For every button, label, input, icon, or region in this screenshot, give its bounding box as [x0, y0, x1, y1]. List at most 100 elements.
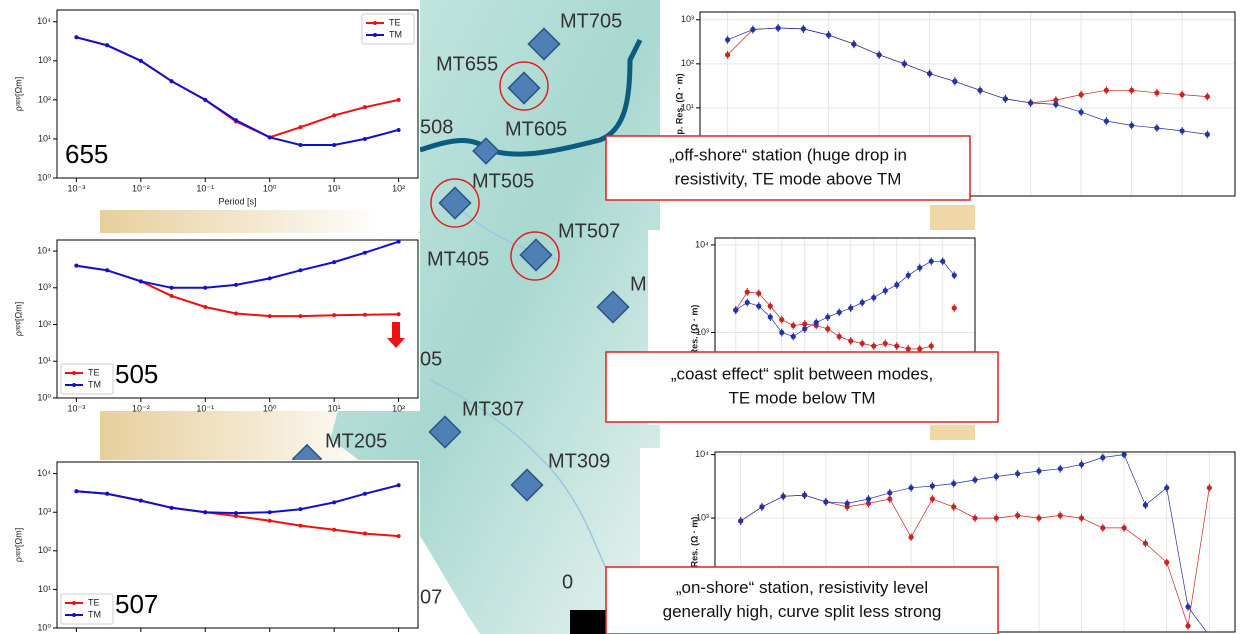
data-point — [951, 481, 956, 486]
station-label: MT307 — [462, 398, 524, 420]
data-point — [1079, 462, 1084, 467]
data-point — [972, 515, 977, 520]
data-point — [802, 493, 807, 498]
data-point — [363, 105, 367, 109]
y-tick-label: 10⁴ — [695, 449, 709, 459]
data-point — [74, 489, 78, 493]
data-point — [1164, 485, 1169, 490]
slide: MT705 MT655 MT605 MT505 MT507 MT405 MT30… — [0, 0, 1240, 634]
data-point — [756, 304, 761, 309]
data-point — [871, 295, 876, 300]
data-point — [363, 313, 367, 317]
data-point — [908, 535, 913, 540]
x-tick-label: 10⁻² — [132, 403, 150, 413]
data-point — [397, 483, 401, 487]
legend-swatch — [373, 33, 377, 37]
scale-bar — [570, 610, 610, 634]
data-point — [877, 52, 882, 57]
data-point — [940, 259, 945, 264]
y-tick-label: 10² — [681, 58, 694, 68]
data-point — [170, 79, 174, 83]
station-label: 508 — [420, 116, 453, 138]
y-tick-label: 10³ — [38, 507, 51, 517]
station-label: MT405 — [427, 248, 489, 270]
data-point — [866, 496, 871, 501]
y-tick-label: 10¹ — [38, 584, 51, 594]
data-point — [1185, 604, 1190, 609]
data-point — [825, 314, 830, 319]
y-tick-label: 10² — [38, 94, 51, 104]
data-point — [1154, 90, 1159, 95]
data-point — [1036, 515, 1041, 520]
data-point — [887, 490, 892, 495]
data-point — [139, 499, 143, 503]
data-point — [1104, 88, 1109, 93]
x-axis-label: Period [s] — [218, 196, 256, 206]
data-point — [883, 341, 888, 346]
chart: 10⁰10¹10²10³10⁴10⁻³10⁻²10⁻¹10⁰10¹10²ρᵃᵖᵖ… — [0, 460, 420, 634]
x-tick-label: 10⁻¹ — [196, 183, 214, 193]
data-point — [363, 532, 367, 536]
y-tick-label: 10⁴ — [37, 245, 51, 255]
data-point — [1164, 560, 1169, 565]
y-axis-label: Res. (Ω · m) — [689, 517, 699, 568]
x-tick-label: 10⁻³ — [68, 403, 86, 413]
data-point — [779, 317, 784, 322]
y-tick-label: 10⁴ — [695, 239, 709, 249]
data-point — [927, 71, 932, 76]
data-point — [268, 519, 272, 523]
y-tick-label: 10³ — [38, 55, 51, 65]
data-point — [298, 125, 302, 129]
data-point — [917, 265, 922, 270]
station-label: MT505 — [472, 170, 534, 192]
data-point — [203, 286, 207, 290]
data-point — [908, 485, 913, 490]
y-axis-label: ρᵃᵖᵖ[Ωm] — [13, 77, 23, 112]
data-point — [978, 88, 983, 93]
callout-box — [606, 352, 998, 422]
x-tick-label: 10⁻² — [132, 183, 150, 193]
data-point — [906, 273, 911, 278]
station-number: 505 — [115, 359, 158, 389]
station-label: MT705 — [560, 10, 622, 32]
data-point — [170, 286, 174, 290]
data-point — [298, 143, 302, 147]
data-point — [776, 25, 781, 30]
data-point — [1058, 466, 1063, 471]
data-point — [823, 499, 828, 504]
legend-swatch — [72, 383, 76, 387]
data-point — [363, 492, 367, 496]
data-point — [779, 330, 784, 335]
station-label: 07 — [420, 586, 442, 608]
data-point — [929, 259, 934, 264]
x-tick-label: 10² — [392, 183, 405, 193]
data-point — [768, 314, 773, 319]
data-point — [871, 343, 876, 348]
y-axis-label: Res. (Ω · m) — [689, 305, 699, 356]
station-label: 05 — [420, 348, 442, 370]
scale-label: 0 — [562, 571, 573, 593]
data-point — [972, 477, 977, 482]
data-point — [1180, 128, 1185, 133]
data-point — [74, 264, 78, 268]
data-point — [1028, 100, 1033, 105]
y-tick-label: 10¹ — [38, 356, 51, 366]
data-point — [848, 338, 853, 343]
data-point — [139, 59, 143, 63]
legend-label: TE — [389, 17, 401, 27]
data-point — [851, 42, 856, 47]
data-point — [860, 341, 865, 346]
y-tick-label: 10¹ — [38, 133, 51, 143]
data-point — [298, 524, 302, 528]
data-point — [894, 282, 899, 287]
legend-label: TE — [88, 367, 100, 377]
station-number: 507 — [115, 589, 158, 619]
data-point — [826, 32, 831, 37]
legend-label: TE — [88, 597, 100, 607]
station-label: MT309 — [548, 450, 610, 472]
data-point — [1079, 110, 1084, 115]
y-tick-label: 10⁴ — [37, 468, 51, 478]
data-point — [738, 518, 743, 523]
